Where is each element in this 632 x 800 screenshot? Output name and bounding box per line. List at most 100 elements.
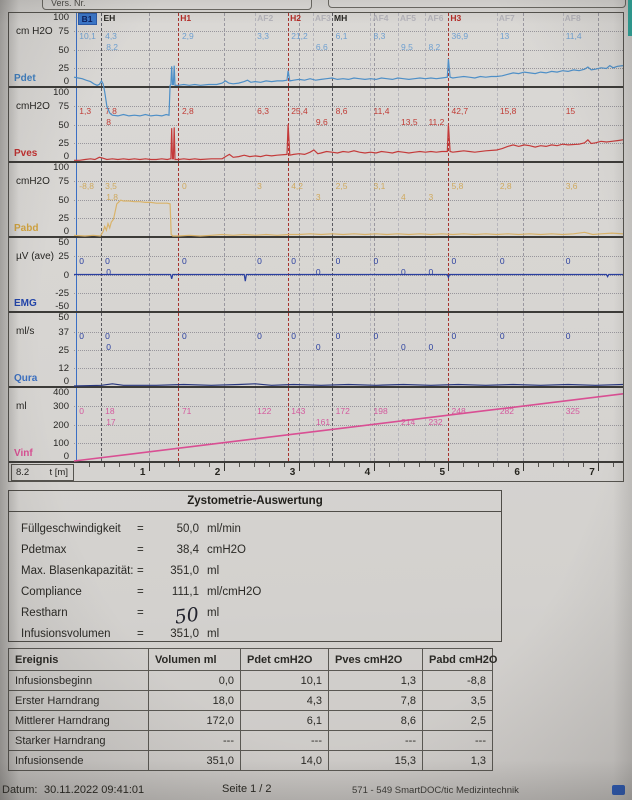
minute-gridline bbox=[598, 13, 600, 86]
y-axis-unit-label: cm H2O bbox=[16, 26, 53, 37]
trace-value-label: 214 bbox=[401, 417, 416, 428]
plot-area: B1 EH H1 AF2 H2 AF3 MH AF4 AF5 AF6 H3 AF7 AF8 10,1 4,3… bbox=[73, 13, 624, 117]
minor-tick bbox=[253, 463, 255, 467]
event-value-cell: 2,5 bbox=[422, 710, 493, 731]
event-marker-line-h3 bbox=[448, 163, 450, 236]
form-field-box: Vers. Nr. bbox=[42, 0, 312, 10]
signal-trace-emg bbox=[74, 273, 623, 282]
minor-tick bbox=[583, 463, 585, 467]
event-marker-label: AF3 bbox=[314, 13, 331, 23]
event-marker-line-mh bbox=[332, 88, 334, 161]
y-tick-label: 50 bbox=[58, 237, 69, 248]
minute-gridline bbox=[523, 163, 525, 236]
y-tick-label: 0 bbox=[63, 269, 69, 281]
y-tick-label: 75 bbox=[58, 176, 69, 188]
event-value-cell: --- bbox=[240, 730, 329, 751]
event-marker-line-h1 bbox=[178, 313, 180, 386]
trace-value-label: 0 bbox=[499, 256, 505, 267]
minor-tick bbox=[403, 463, 405, 467]
summary-row: Compliance = 111,1 ml/cmH2O bbox=[9, 583, 501, 604]
event-value-cell: 0,0 bbox=[148, 670, 241, 691]
events-table: Ereignis Volumen ml Pdet cmH2O Pves cmH2O Pa… bbox=[8, 648, 497, 771]
event-marker-line-eh bbox=[101, 13, 103, 86]
trace-value-label: 8,3 bbox=[373, 31, 386, 42]
event-marker-label: AF4 bbox=[372, 13, 389, 23]
trace-value-label: 325 bbox=[565, 406, 580, 417]
summary-row: Pdetmax = 38,4 cmH2O bbox=[9, 541, 501, 562]
trace-value-label: 0 bbox=[335, 331, 341, 342]
trace-value-label: 7,8 bbox=[105, 106, 117, 117]
y-axis-unit-label: ml/s bbox=[16, 326, 35, 337]
summary-row-unit: ml bbox=[207, 607, 220, 619]
vendor-logo-icon bbox=[612, 785, 625, 795]
table-column-header: Volumen ml bbox=[148, 648, 241, 671]
date-label: Datum: bbox=[2, 784, 38, 796]
major-tick bbox=[448, 463, 450, 471]
event-marker-label: AF6 bbox=[427, 13, 444, 23]
trace-value-label: 3,5 bbox=[105, 181, 117, 192]
event-value-cell: 8,6 bbox=[328, 710, 423, 731]
minor-tick bbox=[553, 463, 555, 467]
minute-gridline bbox=[523, 313, 525, 386]
chart-row-emg: µV (ave) 50 25 0 -25 -50 EMG 0 0 0 0 0 0 0 0 0 0 0 0 0 0 bbox=[9, 237, 623, 313]
event-marker-line-mh bbox=[332, 388, 334, 461]
y-tick-label: 50 bbox=[58, 312, 69, 323]
event-marker-line-af7 bbox=[496, 163, 498, 236]
event-value-cell: 1,3 bbox=[328, 670, 423, 691]
event-marker-line-af5 bbox=[397, 13, 399, 86]
y-tick-label: 25 bbox=[58, 344, 69, 356]
event-marker-line-mh bbox=[332, 163, 334, 236]
major-tick bbox=[298, 463, 300, 471]
event-marker-line-af5 bbox=[397, 163, 399, 236]
event-marker-line-af2 bbox=[255, 313, 257, 386]
y-axis-unit-label: ml bbox=[16, 401, 27, 412]
event-marker-line-af3 bbox=[312, 13, 314, 86]
channel-name-label: Pves bbox=[14, 148, 38, 159]
table-row: Infusionsbeginn 0,0 10,1 1,3 -8,8 bbox=[8, 670, 493, 691]
summary-row-value: 38,4 bbox=[176, 544, 199, 556]
summary-row-unit: ml/cmH2O bbox=[207, 586, 262, 598]
horizontal-gridline bbox=[74, 256, 623, 258]
urodynamics-charts: cm H2O 100 75 50 25 0 Pdet B1 EH H1 AF2 H2 AF3 MH AF4 A… bbox=[8, 12, 624, 482]
horizontal-gridline bbox=[74, 349, 623, 351]
event-marker-line-b1 bbox=[75, 88, 77, 161]
event-marker-line-af4 bbox=[370, 313, 372, 386]
page-footer: Datum: 30.11.2022 09:41:01 Seite 1 / 2 5… bbox=[0, 782, 632, 800]
minor-tick bbox=[88, 463, 90, 467]
summary-row-unit: cmH2O bbox=[207, 544, 246, 556]
horizontal-gridline bbox=[74, 424, 623, 426]
event-marker-line-h2 bbox=[288, 388, 290, 461]
minute-gridline bbox=[598, 313, 600, 386]
y-tick-label: 0 bbox=[63, 376, 69, 387]
summary-row-value: 111,1 bbox=[171, 586, 199, 598]
y-tick-label: 200 bbox=[53, 419, 69, 431]
y-tick-label: 100 bbox=[53, 87, 69, 98]
trace-value-label: 8,2 bbox=[428, 42, 441, 53]
trace-value-label: 2,5 bbox=[335, 181, 348, 192]
minor-tick bbox=[103, 463, 105, 467]
minor-tick bbox=[163, 463, 165, 467]
trace-value-label: 198 bbox=[373, 406, 388, 417]
y-tick-label: 50 bbox=[58, 119, 69, 131]
summary-row-label: Restharn bbox=[21, 607, 68, 619]
trace-value-label: 36,9 bbox=[451, 31, 469, 42]
table-row: Erster Harndrang 18,0 4,3 7,8 3,5 bbox=[8, 690, 493, 711]
trace-value-label: 25,4 bbox=[291, 106, 308, 117]
trace-value-label: 3 bbox=[257, 181, 262, 192]
event-marker-line-eh bbox=[101, 388, 103, 461]
trace-value-label: 0 bbox=[315, 342, 321, 353]
event-marker-line-eh bbox=[101, 163, 103, 236]
horizontal-gridline bbox=[74, 142, 623, 144]
minute-tick-label: 3 bbox=[289, 467, 296, 478]
minute-gridline bbox=[298, 13, 300, 86]
table-header-row: Ereignis Volumen ml Pdet cmH2O Pves cmH2O Pa… bbox=[8, 648, 497, 671]
version-field-label: Vers. Nr. bbox=[51, 0, 86, 8]
event-value-cell: 4,3 bbox=[240, 690, 329, 711]
y-tick-label: 300 bbox=[53, 401, 69, 413]
chart-row-qura: ml/s 50 37 25 12 0 Qura 0 0 0 0 0 0 0 0 0 0 0 0 0 0 bbox=[9, 312, 624, 388]
trace-value-label: 13,5 bbox=[401, 117, 418, 128]
trace-value-label: 5,8 bbox=[451, 181, 464, 192]
minute-gridline bbox=[148, 13, 150, 86]
y-axis-unit-label: cmH2O bbox=[16, 101, 50, 112]
